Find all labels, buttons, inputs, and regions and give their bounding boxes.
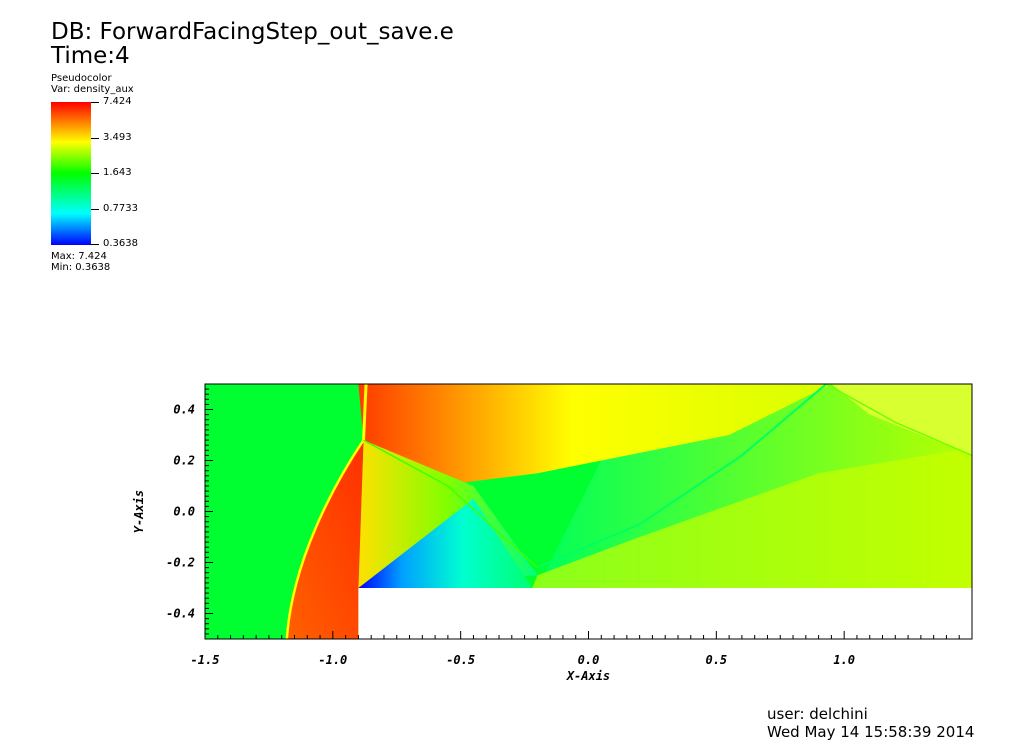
timestamp-label: Wed May 14 15:58:39 2014 (767, 723, 975, 741)
x-tick-label: 0.0 (578, 653, 600, 667)
x-tick-label: -1.0 (318, 653, 347, 667)
step-body (358, 588, 972, 639)
secondary-shock (537, 384, 827, 569)
colorbar-tick (91, 102, 99, 103)
min-value: Min: 0.3638 (51, 262, 111, 273)
colorbar-tick (91, 209, 99, 210)
colorbar-label: 3.493 (103, 132, 132, 143)
y-tick-label: 0.0 (173, 505, 195, 519)
colorbar-label-min: 0.3638 (103, 238, 138, 249)
colorbar-label: 0.7733 (103, 203, 138, 214)
y-axis-label: Y-Axis (132, 490, 146, 533)
y-tick-label: -0.4 (166, 607, 195, 621)
colorbar-label: 1.643 (103, 167, 132, 178)
time-title: Time:4 (51, 43, 130, 69)
x-axis-label: X-Axis (566, 669, 610, 683)
y-tick-label: -0.2 (166, 556, 195, 570)
downstream-region (532, 447, 972, 588)
reflected-region (831, 384, 972, 456)
colorbar-tick (91, 244, 99, 245)
max-value: Max: 7.424 (51, 251, 107, 262)
colorbar (51, 102, 91, 245)
expansion-region (358, 498, 533, 588)
mach-stem (362, 384, 368, 441)
x-tick-label: 0.5 (705, 653, 727, 667)
colorbar-tick (91, 138, 99, 139)
bow-shock-front (285, 439, 365, 639)
x-tick-label: -1.5 (191, 653, 220, 667)
y-tick-label: 0.2 (173, 454, 195, 468)
x-tick-label: 1.0 (833, 653, 855, 667)
reflected-shock-2 (825, 384, 972, 457)
high-density-band (358, 384, 832, 486)
colorbar-tick (91, 173, 99, 174)
y-tick-label: 0.4 (173, 403, 195, 417)
legend-plot-type: Pseudocolor (51, 73, 112, 84)
legend-variable: Var: density_aux (51, 84, 134, 95)
axes: -1.5 -1.0 -0.5 0.0 0.5 1.0 -0.4 -0.2 0.0 0.2 0.4 X-… (132, 383, 973, 683)
density-field (205, 384, 972, 639)
reflected-shock (363, 439, 538, 569)
user-label: user: delchini (767, 705, 868, 723)
colorbar-label-max: 7.424 (103, 96, 132, 107)
database-title: DB: ForwardFacingStep_out_save.e (51, 19, 454, 45)
x-tick-label: -0.5 (446, 653, 475, 667)
bow-shock-region (286, 440, 364, 639)
